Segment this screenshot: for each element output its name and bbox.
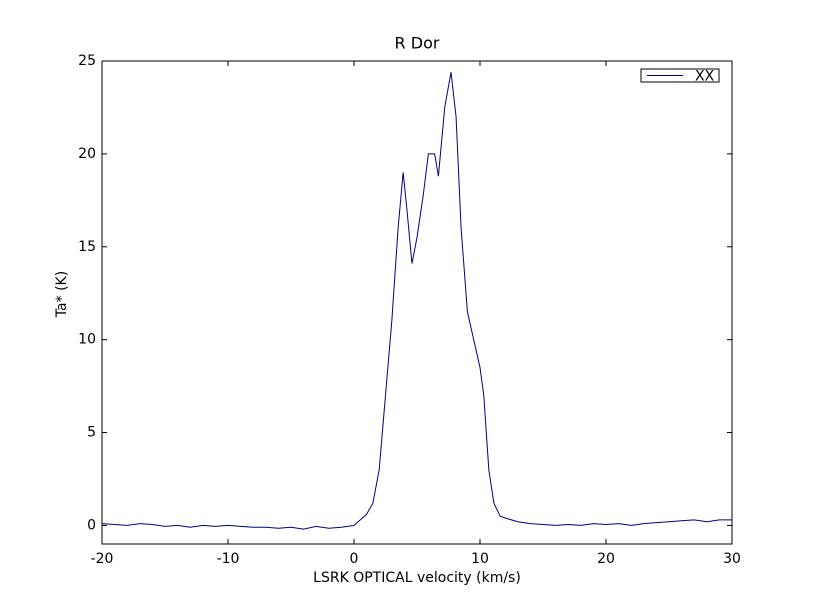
plot-frame [101, 60, 733, 545]
data-line [101, 72, 732, 530]
x-tick-label: 10 [471, 551, 489, 567]
y-tick-label: 0 [87, 517, 96, 533]
chart-title: R Dor [395, 34, 440, 53]
x-tick-label: 20 [597, 551, 615, 567]
x-axis-label: LSRK OPTICAL velocity (km/s) [313, 570, 521, 586]
y-tick-label: 5 [87, 425, 96, 441]
y-tick-label: 25 [78, 53, 96, 69]
x-tick-label: -20 [91, 551, 114, 567]
x-tick-label: 30 [723, 551, 741, 567]
y-tick-label: 10 [78, 332, 96, 348]
y-tick-label: 20 [78, 146, 96, 162]
legend-label: XX [695, 69, 715, 85]
x-tick-label: 0 [350, 551, 359, 567]
x-tick-label: -10 [217, 551, 240, 567]
y-tick-label: 15 [78, 239, 96, 255]
y-axis-label: Ta* (K) [54, 271, 70, 318]
